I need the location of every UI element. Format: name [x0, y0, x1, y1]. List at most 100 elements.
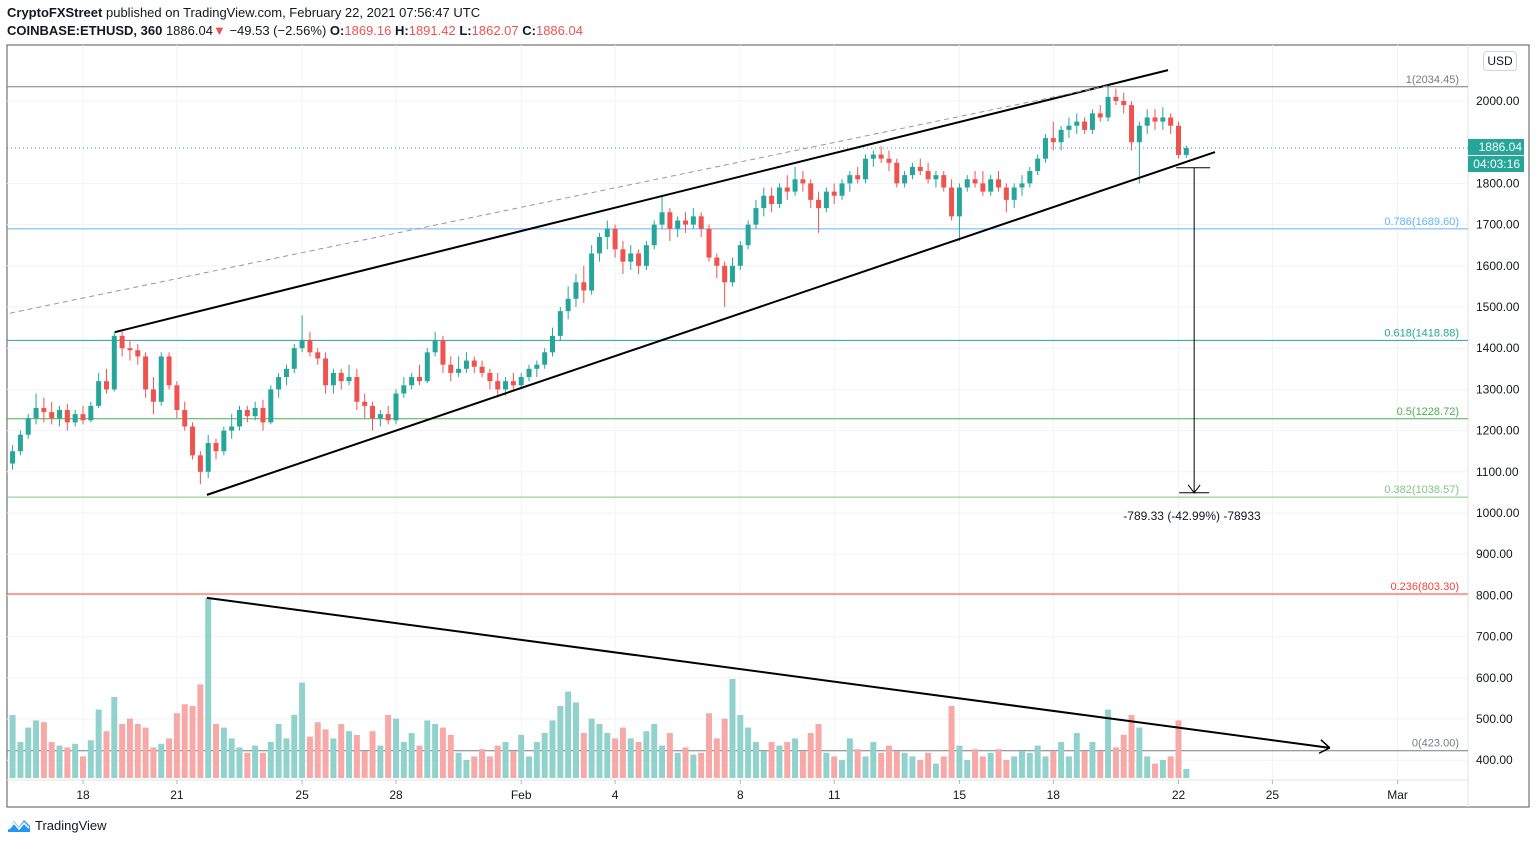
volume-bar	[95, 709, 102, 778]
volume-bar	[267, 742, 274, 778]
volume-bar	[1003, 760, 1010, 778]
candle-body	[784, 187, 790, 192]
date-tick-label: 18	[1047, 788, 1061, 802]
candle-body	[315, 352, 321, 359]
candle-body	[1152, 117, 1158, 122]
candle-body	[150, 389, 156, 402]
low-label: L:	[459, 23, 472, 38]
last-price-tag	[1468, 139, 1524, 155]
drawings[interactable]	[9, 69, 1331, 754]
candle-body	[64, 410, 70, 423]
candle-body	[205, 442, 211, 472]
candle-body	[323, 358, 329, 386]
candle-body	[557, 311, 563, 336]
symbol-legend: COINBASE:ETHUSD, 360 1886.04▼ −49.53 (−2…	[7, 23, 583, 38]
volume-bar	[799, 751, 806, 778]
candle-body	[816, 199, 822, 209]
price-tick-label: 1300.00	[1476, 382, 1520, 396]
candle-body	[729, 265, 735, 283]
candle-body	[831, 191, 837, 196]
volume-bar	[526, 756, 533, 778]
volume-bar	[119, 724, 126, 778]
candle-body	[370, 405, 376, 419]
volume-bar	[987, 752, 994, 778]
candle-body	[424, 352, 430, 382]
volume-bar	[252, 745, 259, 778]
volume-bar	[1152, 763, 1159, 778]
candle-body	[1003, 187, 1009, 200]
date-tick-label: 11	[828, 788, 841, 802]
volume-bar	[893, 751, 900, 778]
volume-bar	[40, 722, 47, 778]
candle-body	[197, 455, 203, 472]
candle-body	[870, 154, 876, 159]
candle-body	[596, 236, 602, 254]
volume-bar	[572, 702, 579, 778]
symbol[interactable]: COINBASE:ETHUSD, 360	[7, 23, 163, 38]
candle-body	[628, 253, 634, 262]
volume-bar	[659, 745, 666, 778]
candle-body	[917, 166, 923, 172]
volume-bar	[956, 745, 963, 778]
volume-bar	[698, 752, 705, 778]
volume-bar	[533, 742, 540, 778]
fib-level-label: 0.5(1228.72)	[1397, 406, 1459, 418]
volume-bar	[878, 752, 885, 778]
candle-body	[534, 364, 540, 369]
measure-label: -789.33 (-42.99%) -78933	[1123, 509, 1261, 523]
volume-bar	[111, 697, 118, 778]
volume-bar	[228, 738, 235, 778]
price-tick-label: 1600.00	[1476, 259, 1520, 273]
author[interactable]: CryptoFXStreet	[7, 5, 103, 20]
candle-body	[1066, 125, 1072, 130]
candle-body	[753, 208, 759, 225]
volume-bar	[776, 745, 783, 778]
candle-body	[1058, 129, 1064, 143]
lower-channel-line	[206, 151, 1216, 496]
volume-bar	[1175, 720, 1182, 778]
volume-bar	[1136, 727, 1143, 778]
fib-retracement[interactable]: 1(2034.45) 0.786(1689.60) 0.618(1418.88) 0.…	[7, 74, 1468, 752]
price-tick-label: 2000.00	[1476, 94, 1520, 108]
candle-body	[769, 195, 775, 204]
candle-body	[416, 377, 422, 382]
volume-bar	[1042, 756, 1049, 778]
candle-body	[698, 216, 704, 229]
volume-bar	[666, 733, 673, 778]
candle-body	[471, 360, 477, 367]
volume-bar	[682, 747, 689, 778]
volume-bar	[1159, 760, 1166, 778]
candle-body	[518, 377, 524, 386]
volume-bar	[557, 706, 564, 778]
volume-bar	[205, 598, 212, 778]
candle-body	[41, 407, 47, 413]
candle-body	[135, 350, 141, 357]
volume-bar	[416, 745, 423, 778]
candles	[10, 84, 1189, 485]
currency-button[interactable]: USD	[1483, 51, 1517, 71]
volume-bar	[541, 733, 548, 778]
price-change: −49.53 (−2.56%)	[229, 23, 327, 38]
tradingview-brand[interactable]: TradingView	[7, 817, 107, 833]
candle-body	[972, 179, 978, 184]
date-tick-label: 15	[953, 788, 967, 802]
volume-bar	[9, 715, 16, 778]
volume-bar	[291, 715, 298, 778]
volume-bar	[831, 756, 838, 778]
candle-body	[49, 412, 55, 419]
candle-body	[847, 175, 853, 184]
price-tick-label: 1700.00	[1476, 218, 1520, 232]
volume-bar	[1058, 742, 1065, 778]
fib-level-label: 0.236(803.30)	[1391, 581, 1460, 593]
candle-body	[158, 356, 164, 402]
candle-body	[808, 183, 814, 200]
candle-body	[463, 360, 469, 369]
volume-bar	[330, 738, 337, 778]
candle-body	[143, 356, 149, 390]
volume-bar	[56, 745, 63, 778]
measure-arrow-head	[1187, 484, 1201, 494]
down-triangle-icon: ▼	[212, 23, 226, 38]
volume-bar	[400, 742, 407, 778]
candle-body	[878, 154, 884, 159]
